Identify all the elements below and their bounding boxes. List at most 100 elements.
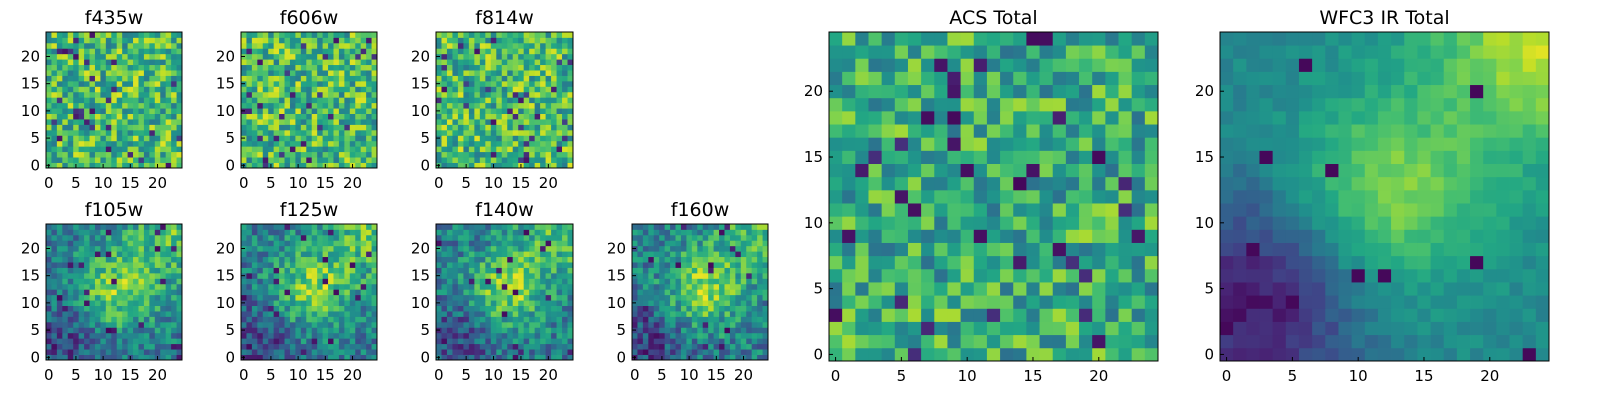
heatmap-cell [56, 113, 63, 120]
heatmap-cell [295, 229, 302, 236]
heatmap-cell [273, 316, 280, 323]
heatmap-cell [757, 283, 763, 290]
heatmap-cell [246, 86, 253, 93]
heatmap-cell [317, 229, 323, 236]
heatmap-cell [94, 140, 101, 147]
heatmap-cell [133, 332, 139, 339]
heatmap-cell [463, 140, 470, 147]
heatmap-cell [457, 321, 464, 328]
heatmap-cell [268, 343, 275, 350]
heatmap-cell [366, 305, 372, 312]
heatmap-cell [632, 294, 638, 301]
heatmap-cell [67, 332, 74, 339]
heatmap-cell [100, 59, 107, 66]
heatmap-cell [360, 37, 367, 44]
heatmap-cell [551, 97, 557, 104]
heatmap-cell [306, 327, 313, 334]
heatmap-cell [485, 289, 492, 296]
heatmap-cell [116, 53, 123, 60]
heatmap-cell [675, 240, 682, 247]
y-tick-label: 0 [225, 156, 235, 174]
heatmap-cell [295, 305, 302, 312]
heatmap-cell [279, 245, 285, 252]
heatmap-cell [338, 278, 345, 285]
heatmap-cell [154, 48, 161, 55]
heatmap-cell [1131, 203, 1146, 217]
heatmap-cell [51, 251, 58, 258]
heatmap-cell [490, 86, 497, 93]
heatmap-cell [105, 305, 112, 312]
heatmap-cell [349, 70, 356, 76]
heatmap-cell [457, 129, 464, 136]
heatmap-cell [485, 327, 492, 334]
heatmap-cell [479, 294, 486, 301]
heatmap-cell [355, 157, 362, 163]
heatmap-cell [89, 343, 96, 350]
heatmap-cell [127, 343, 134, 350]
heatmap-cell [675, 349, 682, 355]
heatmap-cell [523, 251, 530, 258]
heatmap-cell [116, 157, 123, 163]
heatmap-cell [457, 272, 464, 279]
heatmap-cell [697, 229, 704, 236]
heatmap-cell [479, 272, 486, 279]
heatmap-cell [523, 157, 530, 163]
heatmap-cell [512, 224, 519, 230]
heatmap-cell [176, 343, 183, 350]
heatmap-cell [697, 311, 704, 317]
heatmap-cell [100, 283, 107, 290]
heatmap-cell [507, 37, 514, 44]
heatmap-cell [100, 311, 107, 317]
heatmap-cell [529, 75, 536, 82]
heatmap-cell [474, 119, 481, 125]
heatmap-cell [501, 234, 508, 241]
heatmap-cell [84, 349, 90, 355]
heatmap-cell [171, 151, 177, 158]
heatmap-cell [84, 86, 90, 93]
heatmap-cell [551, 229, 557, 236]
heatmap-cell [62, 316, 69, 323]
heatmap-cell [257, 289, 264, 296]
heatmap-cell [697, 294, 704, 301]
heatmap-cell [284, 234, 291, 241]
heatmap-cell [1144, 189, 1159, 204]
heatmap-cell [523, 354, 530, 361]
heatmap-cell [479, 234, 486, 241]
heatmap-cell [545, 75, 552, 82]
heatmap-cell [344, 64, 351, 71]
heatmap-cell [702, 305, 709, 312]
heatmap-cell [317, 332, 323, 339]
heatmap-cell [73, 80, 80, 87]
heatmap-cell [691, 267, 698, 274]
heatmap-cell [89, 140, 96, 147]
heatmap-cell [73, 32, 80, 38]
heatmap-cell [241, 311, 247, 317]
heatmap-cell [165, 108, 172, 114]
heatmap-cell [1079, 321, 1093, 336]
heatmap-cell [1105, 334, 1119, 349]
heatmap-cell [138, 113, 145, 120]
heatmap-cell [338, 251, 345, 258]
heatmap-cell [138, 229, 145, 236]
heatmap-cell [246, 140, 253, 147]
heatmap-cell [133, 278, 139, 285]
heatmap-cell [284, 256, 291, 263]
heatmap-cell [154, 157, 161, 163]
heatmap-cell [468, 349, 475, 355]
heatmap-cell [176, 119, 183, 125]
heatmap-cell [496, 151, 503, 158]
heatmap-cell [567, 229, 574, 236]
heatmap-cell [479, 305, 486, 312]
heatmap-cell [246, 113, 253, 120]
heatmap-cell [868, 137, 883, 151]
heatmap-cell [855, 268, 869, 283]
heatmap-cell [441, 162, 448, 169]
heatmap-cell [51, 343, 58, 350]
heatmap-cell [474, 48, 481, 55]
heatmap-cell [246, 321, 253, 328]
heatmap-cell [452, 157, 459, 163]
y-tick-label: 0 [30, 348, 40, 366]
heatmap-cell [46, 234, 52, 241]
heatmap-cell [322, 251, 329, 258]
